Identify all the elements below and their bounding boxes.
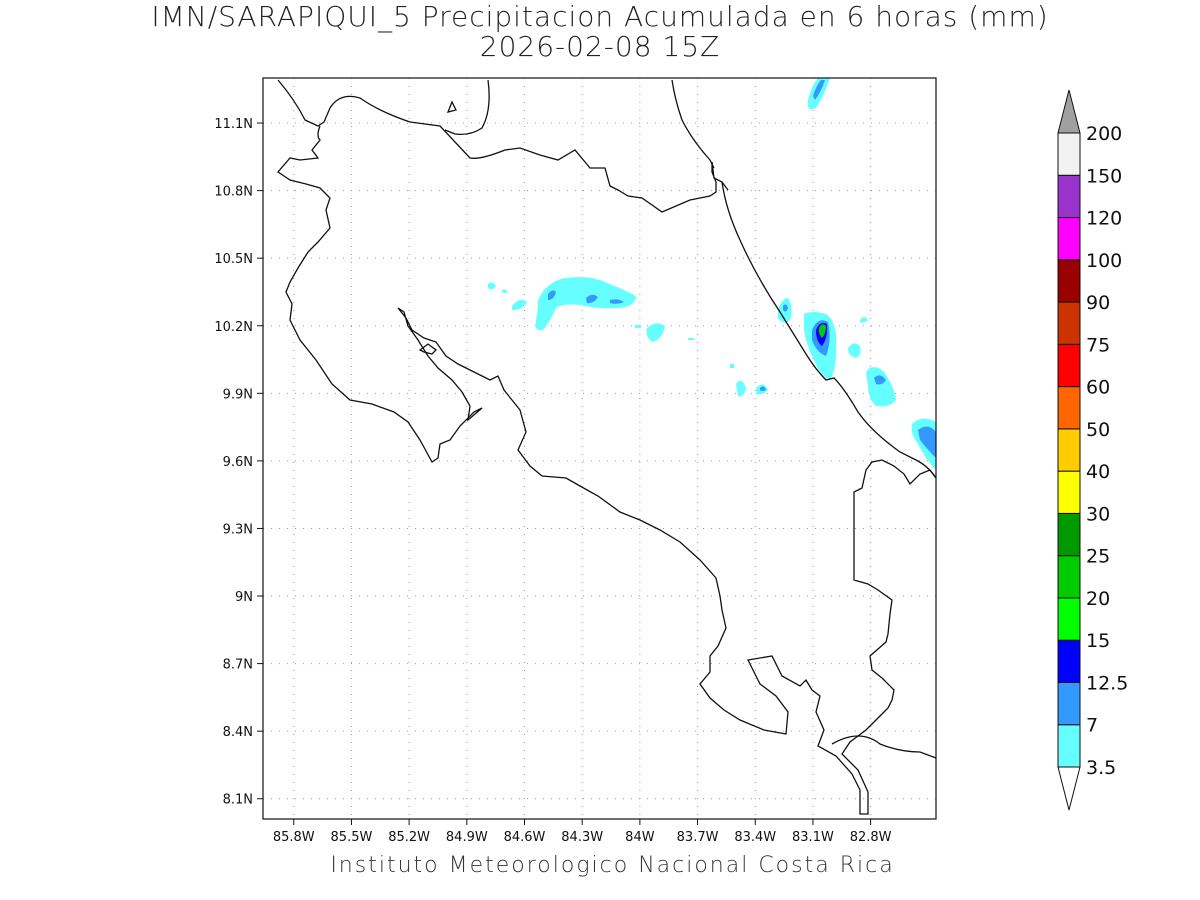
rain-cell	[635, 325, 641, 328]
colorbar-label: 50	[1086, 419, 1110, 441]
coastline	[671, 79, 715, 169]
colorbar-swatch	[1057, 555, 1081, 599]
coastline	[831, 735, 937, 759]
lon-tick-label: 83.1W	[792, 830, 834, 845]
colorbar-swatch	[1057, 597, 1081, 641]
rain-cell	[860, 317, 868, 323]
coastline	[418, 343, 437, 355]
colorbar-label: 3.5	[1086, 757, 1116, 779]
lat-tick-label: 9.6N	[223, 455, 253, 470]
lat-tick-label: 10.8N	[214, 185, 253, 200]
colorbar-swatch	[1057, 386, 1081, 430]
rain-cell	[866, 367, 896, 407]
colorbar-label: 30	[1086, 503, 1110, 525]
rain-cell	[512, 299, 527, 310]
colorbar-swatch	[1057, 259, 1081, 303]
lon-tick-label: 84.9W	[446, 830, 488, 845]
colorbar-swatch	[1057, 174, 1081, 219]
colorbar-label: 25	[1086, 546, 1110, 568]
colorbar-label: 20	[1086, 588, 1110, 610]
colorbar-label: 40	[1086, 461, 1110, 483]
coastline	[277, 125, 937, 815]
coastline	[444, 79, 490, 136]
precipitation-areas	[488, 78, 936, 470]
map-title: IMN/SARAPIQUI_5 Precipitacion Acumulada …	[0, 2, 1200, 62]
rain-cell	[646, 323, 665, 342]
lat-tick-label: 11.1N	[214, 117, 253, 132]
rain-cell	[813, 80, 825, 100]
colorbar-label: 120	[1086, 208, 1122, 230]
lon-tick-label: 84.3W	[561, 830, 603, 845]
coastline	[277, 79, 729, 213]
rain-cell	[874, 375, 886, 385]
lon-tick-label: 84.6W	[504, 830, 546, 845]
rain-cell	[730, 364, 734, 368]
colorbar-high-arrow	[1057, 89, 1081, 134]
colorbar-label: 60	[1086, 377, 1110, 399]
lat-tick-label: 9.3N	[223, 522, 253, 537]
rain-cell	[548, 290, 556, 300]
lat-tick-label: 9.9N	[223, 387, 253, 402]
colorbar-label: 12.5	[1086, 672, 1128, 694]
lon-tick-label: 83.7W	[677, 830, 719, 845]
colorbar-label: 150	[1086, 165, 1122, 187]
rain-cell	[586, 294, 598, 304]
lon-tick-label: 83.4W	[734, 830, 776, 845]
rain-cell	[848, 343, 861, 358]
lon-tick-label: 84W	[625, 830, 655, 845]
rain-cell	[818, 324, 826, 338]
rain-cell	[535, 277, 636, 331]
grid-lines	[263, 78, 936, 819]
lat-tick-label: 10.2N	[214, 320, 253, 335]
title-line-2: 2026-02-08 15Z	[479, 30, 721, 63]
lon-tick-label: 85.8W	[273, 830, 315, 845]
title-line-1: IMN/SARAPIQUI_5 Precipitacion Acumulada …	[151, 0, 1049, 33]
coastline	[721, 181, 937, 479]
lon-tick-label: 85.5W	[331, 830, 373, 845]
colorbar-label: 15	[1086, 630, 1110, 652]
colorbar-swatch	[1057, 428, 1081, 472]
colorbar-low-arrow	[1057, 766, 1081, 811]
axis-ticks: 85.8W 85.5W 85.2W 84.9W 84.6W 84.3W 84W 83.7W 83…	[214, 117, 891, 845]
colorbar: 3.5 7 12.5 15 20 25 30 40 50 60 75 90 100 120 150 200	[1057, 89, 1128, 811]
rain-cell	[688, 338, 694, 340]
lat-tick-label: 8.4N	[223, 725, 253, 740]
colorbar-label: 100	[1086, 250, 1122, 272]
colorbar-label: 200	[1086, 123, 1122, 145]
lat-tick-label: 8.1N	[223, 793, 253, 808]
colorbar-swatch	[1057, 639, 1081, 683]
colorbar-swatch	[1057, 217, 1081, 261]
lon-tick-label: 82.8W	[850, 830, 892, 845]
lat-tick-label: 10.5N	[214, 252, 253, 267]
lat-tick-label: 9N	[235, 590, 253, 605]
rain-cell	[488, 282, 496, 290]
colorbar-label: 7	[1086, 715, 1098, 737]
coastlines	[277, 79, 937, 815]
rain-cell	[610, 299, 624, 304]
colorbar-swatch	[1057, 343, 1081, 388]
lat-tick-label: 8.7N	[223, 658, 253, 673]
colorbar-swatch	[1057, 301, 1081, 345]
rain-cell	[736, 380, 746, 397]
rain-cell	[760, 386, 766, 391]
colorbar-swatch	[1057, 512, 1081, 557]
colorbar-swatch	[1057, 470, 1081, 514]
colorbar-swatch	[1057, 724, 1081, 768]
lon-tick-label: 85.2W	[388, 830, 430, 845]
rain-cell	[918, 426, 936, 458]
map-frame	[262, 77, 937, 820]
coastline	[446, 100, 457, 113]
colorbar-swatch	[1057, 681, 1081, 726]
colorbar-swatch	[1057, 132, 1081, 176]
rain-cell	[783, 304, 788, 312]
footer-credit: Instituto Meteorologico Nacional Costa R…	[330, 853, 895, 878]
colorbar-label: 90	[1086, 292, 1110, 314]
rain-cell	[502, 289, 508, 293]
colorbar-label: 75	[1086, 334, 1110, 356]
